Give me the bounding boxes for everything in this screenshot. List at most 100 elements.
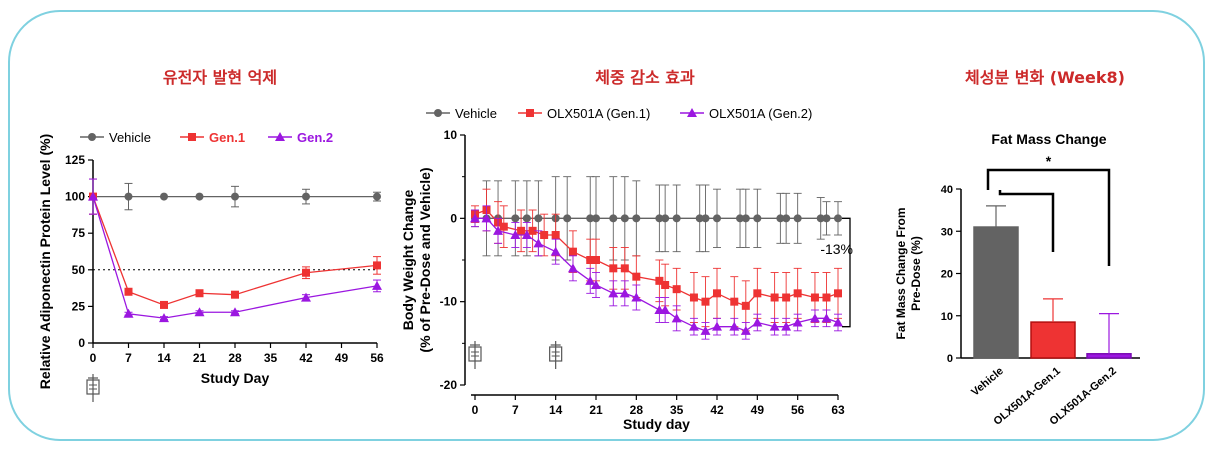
chart3-bar xyxy=(1030,321,1076,359)
chart1-point xyxy=(88,191,98,201)
chart1-series-line xyxy=(92,196,378,306)
chart3-y-tick-label: 0 xyxy=(947,353,953,365)
chart1-point xyxy=(302,192,310,201)
chart2-point xyxy=(567,263,578,273)
chart1-point xyxy=(302,268,310,277)
chart2-point xyxy=(712,321,722,331)
chart2-point xyxy=(609,214,618,223)
chart2-point xyxy=(493,225,504,235)
chart1-point xyxy=(230,307,240,317)
chart2-point xyxy=(792,317,803,327)
chart2-point xyxy=(586,214,595,223)
chart2-x-label: Study day xyxy=(623,416,690,432)
chart2-point xyxy=(592,214,600,223)
chart1-point xyxy=(159,313,169,323)
chart2-point xyxy=(701,214,710,223)
chart2-point xyxy=(810,293,819,302)
chart2-point xyxy=(741,214,750,223)
chart2-point xyxy=(782,214,791,223)
chart1-x-tick-label: 28 xyxy=(228,351,242,365)
chart2-point xyxy=(522,214,531,223)
chart2-point xyxy=(776,214,785,223)
chart2-x-tick-label: 28 xyxy=(630,403,644,417)
chart2-point xyxy=(661,214,670,223)
chart2-point xyxy=(620,214,629,223)
chart1-point xyxy=(301,292,311,302)
chart1-legend-label: Gen.2 xyxy=(297,130,333,145)
chart2-point xyxy=(769,321,780,331)
chart1-point xyxy=(160,192,168,201)
chart2-point xyxy=(689,293,698,302)
chart1-x-tick-label: 35 xyxy=(264,351,278,365)
chart1-point xyxy=(123,308,134,318)
chart3-y-label: Fat Mass Change From xyxy=(894,207,908,339)
chart2-point xyxy=(782,293,791,302)
chart2-point xyxy=(793,214,802,223)
chart1-x-tick-label: 56 xyxy=(370,351,384,365)
chart2-point xyxy=(833,317,843,327)
chart2-point xyxy=(660,305,671,314)
chart1-x-tick-label: 49 xyxy=(335,351,349,365)
chart2-point xyxy=(672,285,681,294)
chart2-point xyxy=(619,288,630,298)
chart2-annotation: -13% xyxy=(820,241,853,257)
chart2-y-label-2: (% of Pre-Dose and Vehicle) xyxy=(417,167,433,352)
chart1-point xyxy=(194,307,205,317)
chart2-point xyxy=(713,289,721,298)
chart2-point xyxy=(632,214,641,223)
chart2-point xyxy=(511,214,520,223)
chart2-legend-label: OLX501A (Gen.1) xyxy=(547,106,650,121)
rounded-frame xyxy=(8,10,1205,441)
chart2-point xyxy=(551,231,560,239)
chart2-syringe-icon-barrel xyxy=(468,346,482,362)
chart2-point xyxy=(655,214,664,223)
chart1-syringe-icon-barrel xyxy=(86,379,100,395)
right-panel-title: 체성분 변화 (Week8) xyxy=(965,68,1125,87)
chart2-point xyxy=(740,325,751,335)
chart2-point xyxy=(753,214,762,223)
chart1-x-tick-label: 0 xyxy=(90,351,97,365)
chart2-point xyxy=(528,226,537,235)
chart2-x-tick-label: 49 xyxy=(751,403,765,417)
chart2-y-tick-label: 10 xyxy=(444,128,458,142)
chart1-point xyxy=(195,289,204,298)
chart1-legend-marker xyxy=(188,133,196,141)
chart1-point xyxy=(372,280,382,290)
chart1-y-tick-label: 75 xyxy=(72,226,86,240)
chart2-point xyxy=(550,246,561,256)
chart2-point xyxy=(834,214,842,223)
chart2-point xyxy=(533,238,544,248)
chart3-significance-bracket xyxy=(986,168,1111,266)
chart2-point xyxy=(793,289,802,298)
chart1-point xyxy=(124,192,133,201)
chart2-x-tick-label: 56 xyxy=(791,403,805,417)
chart2-x-tick-label: 35 xyxy=(670,403,684,417)
chart1-series-line xyxy=(92,196,378,319)
chart1-x-tick-label: 21 xyxy=(193,351,207,365)
chart2-point xyxy=(729,321,740,331)
chart3-title: Fat Mass Change xyxy=(991,131,1106,147)
chart2-point xyxy=(688,321,699,331)
chart2-point xyxy=(586,256,595,264)
chart2-point xyxy=(585,275,596,285)
chart2-point xyxy=(700,325,711,335)
chart2-point xyxy=(655,276,664,285)
chart2-bracket xyxy=(842,217,851,328)
chart2-point xyxy=(661,281,670,289)
chart2-point xyxy=(752,317,763,327)
chart2-x-tick-label: 7 xyxy=(512,403,519,417)
chart3-significance-label: * xyxy=(1046,153,1052,169)
chart2-x-tick-label: 42 xyxy=(710,403,724,417)
chart2-y-tick-label: -10 xyxy=(440,295,458,309)
chart2-legend-label: OLX501A (Gen.2) xyxy=(709,106,812,121)
chart1-x-tick-label: 14 xyxy=(157,351,171,365)
chart2-point xyxy=(534,214,543,223)
chart2-point xyxy=(631,292,642,302)
chart1-x-label: Study Day xyxy=(201,370,270,386)
chart2-point xyxy=(695,214,704,223)
chart1-y-tick-label: 125 xyxy=(65,153,85,167)
chart2-series-line xyxy=(475,217,839,332)
chart2-legend-label: Vehicle xyxy=(455,106,497,121)
chart2-legend-marker xyxy=(687,108,697,117)
chart2-syringe-icon-barrel xyxy=(549,346,563,362)
